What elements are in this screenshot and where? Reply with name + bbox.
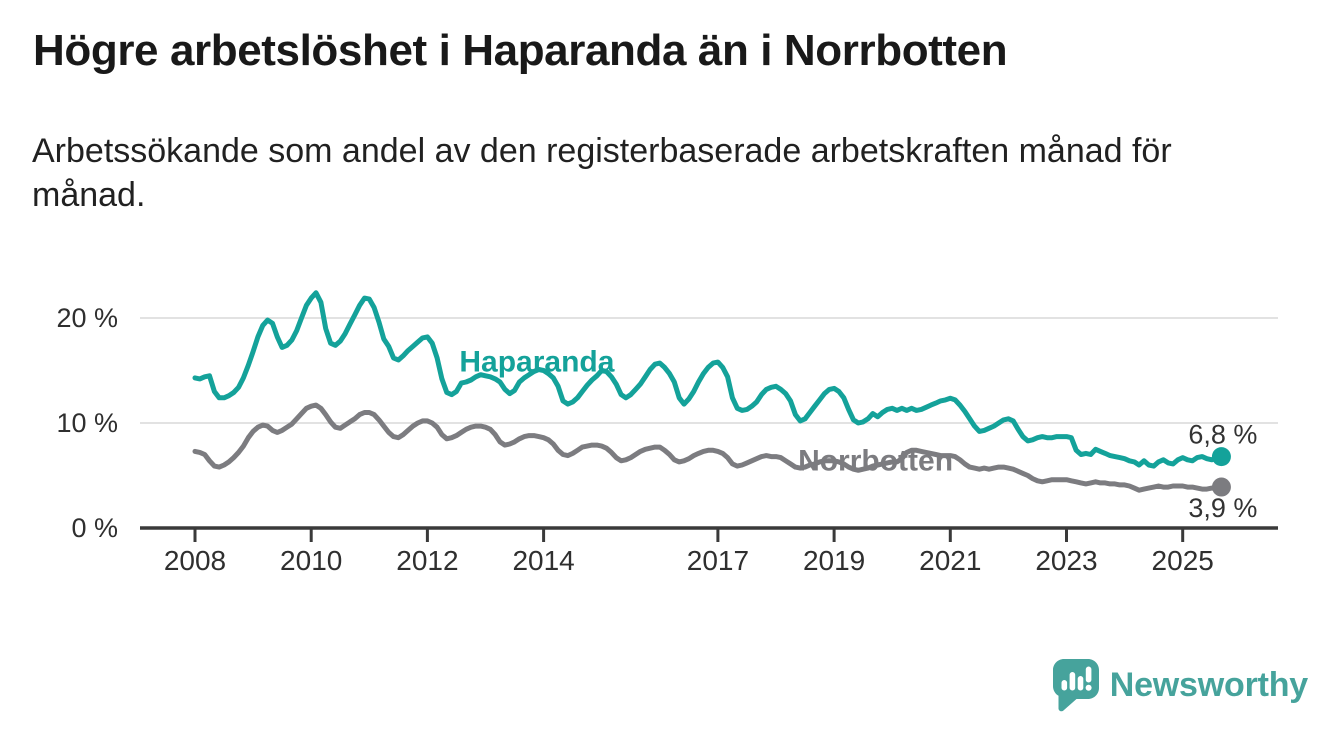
x-axis-tick-label: 2014 [512, 545, 574, 576]
haparanda-line [192, 290, 1224, 469]
haparanda-series-label: Haparanda [459, 346, 614, 379]
x-axis-tick-label: 2008 [164, 545, 226, 576]
norrbotten-end-value-label: 3,9 % [1188, 493, 1257, 523]
y-axis-tick-label: 10 % [56, 408, 118, 438]
x-axis-tick-label: 2010 [280, 545, 342, 576]
subtitle-line-1: Arbetssökande som andel av den registerb… [32, 132, 1172, 170]
newsworthy-logo: Newsworthy [1052, 659, 1308, 712]
subtitle-line-2: månad. [32, 176, 146, 214]
x-axis-tick-label: 2012 [396, 545, 458, 576]
chart-subtitle: Arbetssökande som andel av den registerb… [32, 129, 1172, 217]
x-axis-tick-label: 2017 [687, 545, 749, 576]
y-axis-tick-label: 0 % [71, 513, 118, 543]
x-axis-tick-label: 2023 [1035, 545, 1097, 576]
norrbotten-end-dot [1211, 477, 1231, 497]
brand-name: Newsworthy [1109, 666, 1308, 704]
newsworthy-speech-bubble-bar-chart-icon [1052, 659, 1099, 712]
y-axis-tick-label: 20 % [56, 303, 118, 333]
haparanda-end-value-label: 6,8 % [1188, 420, 1257, 450]
x-axis-tick-label: 2021 [919, 545, 981, 576]
x-axis-tick-label: 2025 [1152, 545, 1214, 576]
page-title: Högre arbetslöshet i Haparanda än i Norr… [33, 26, 1008, 75]
x-axis-tick-label: 2019 [803, 545, 865, 576]
haparanda-end-dot [1211, 447, 1231, 467]
norrbotten-line [192, 402, 1224, 493]
norrbotten-series-label: Norrbotten [798, 444, 953, 477]
